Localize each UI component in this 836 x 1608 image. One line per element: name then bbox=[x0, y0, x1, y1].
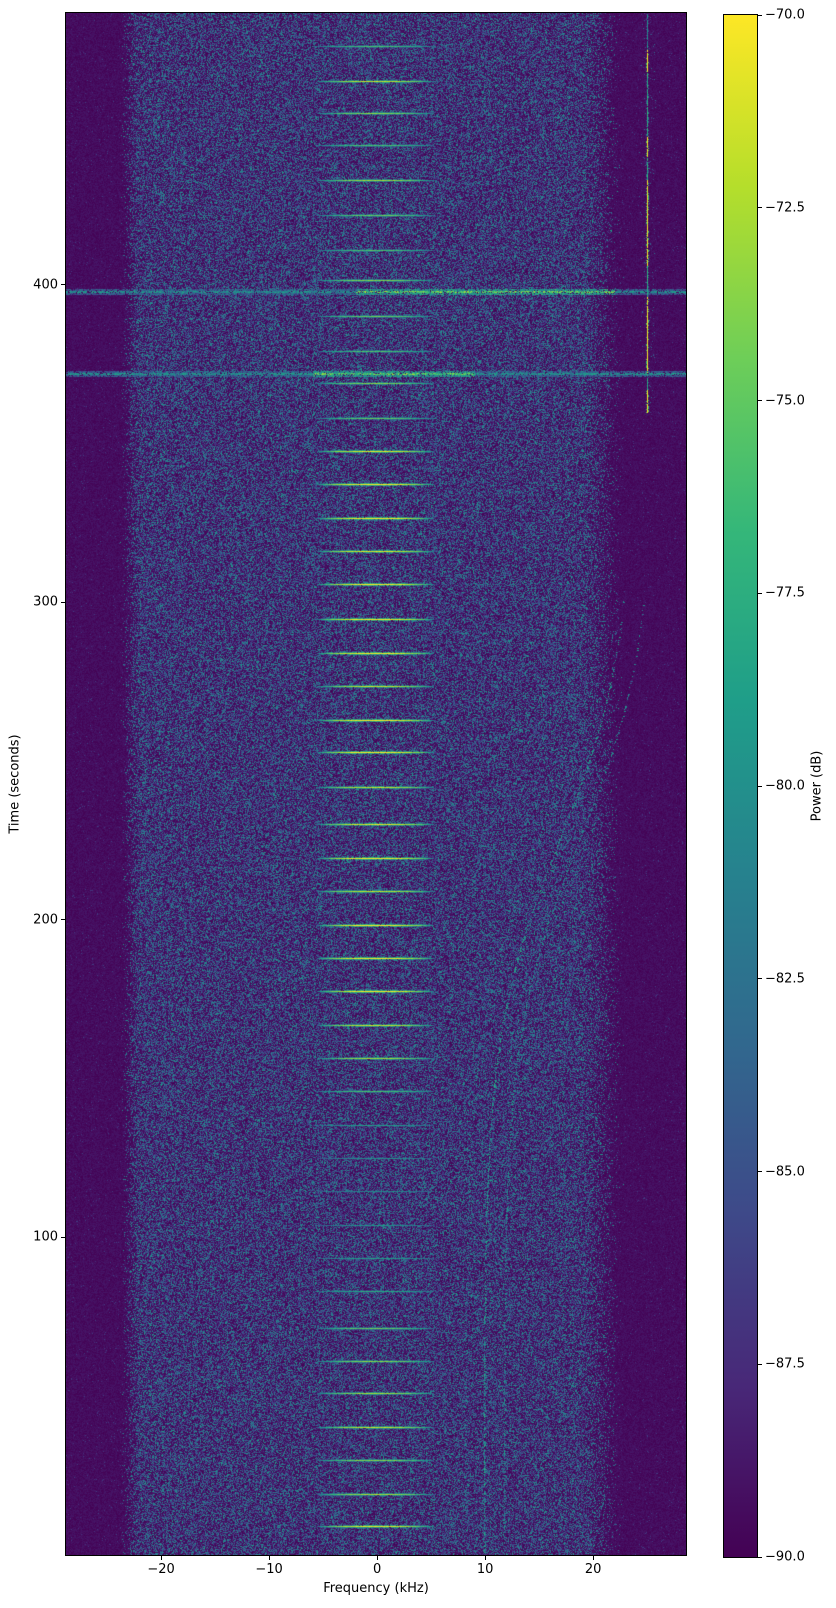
colorbar-tick-mark bbox=[758, 978, 762, 980]
x-tick-label: −20 bbox=[147, 1562, 175, 1577]
x-tick-mark bbox=[376, 1556, 378, 1560]
x-tick-label: 10 bbox=[476, 1562, 494, 1577]
colorbar-tick-label: −70.0 bbox=[765, 7, 805, 23]
x-tick-mark bbox=[592, 1556, 594, 1560]
colorbar-tick-mark bbox=[758, 1556, 762, 1558]
x-tick-label: 20 bbox=[584, 1562, 602, 1577]
y-tick-mark bbox=[61, 601, 65, 603]
colorbar-tick-mark bbox=[758, 207, 762, 209]
x-tick-label: 0 bbox=[372, 1562, 382, 1577]
colorbar-tick-label: −75.0 bbox=[765, 393, 805, 408]
y-tick-mark bbox=[61, 919, 65, 921]
spectrogram-plot bbox=[66, 13, 686, 1555]
x-tick-mark bbox=[268, 1556, 270, 1560]
x-tick-mark bbox=[160, 1556, 162, 1560]
y-tick-label: 400 bbox=[33, 277, 58, 293]
colorbar-label: Power (dB) bbox=[809, 750, 825, 822]
colorbar-tick-label: −72.5 bbox=[765, 200, 805, 216]
y-axis-label: Time (seconds) bbox=[7, 734, 23, 834]
colorbar-tick-label: −82.5 bbox=[765, 971, 805, 987]
colorbar-tick-label: −85.0 bbox=[765, 1164, 805, 1179]
colorbar-tick-label: −80.0 bbox=[765, 778, 805, 794]
x-axis-label: Frequency (kHz) bbox=[323, 1581, 429, 1596]
y-tick-mark bbox=[61, 1236, 65, 1238]
colorbar-tick-mark bbox=[758, 400, 762, 401]
colorbar-tick-mark bbox=[758, 592, 762, 594]
colorbar-tick-mark bbox=[758, 1363, 762, 1365]
colorbar-tick-label: −87.5 bbox=[765, 1356, 805, 1372]
y-tick-label: 300 bbox=[33, 594, 58, 610]
colorbar bbox=[724, 15, 757, 1557]
y-tick-mark bbox=[61, 284, 65, 286]
x-tick-label: −10 bbox=[255, 1562, 283, 1577]
y-tick-label: 100 bbox=[33, 1229, 58, 1245]
colorbar-tick-mark bbox=[758, 785, 762, 787]
colorbar-tick-mark bbox=[758, 1171, 762, 1172]
colorbar-tick-label: −90.0 bbox=[765, 1549, 805, 1565]
x-tick-mark bbox=[484, 1556, 486, 1560]
colorbar-tick-label: −77.5 bbox=[765, 585, 805, 601]
y-tick-label: 200 bbox=[33, 912, 58, 928]
colorbar-tick-mark bbox=[758, 14, 762, 16]
